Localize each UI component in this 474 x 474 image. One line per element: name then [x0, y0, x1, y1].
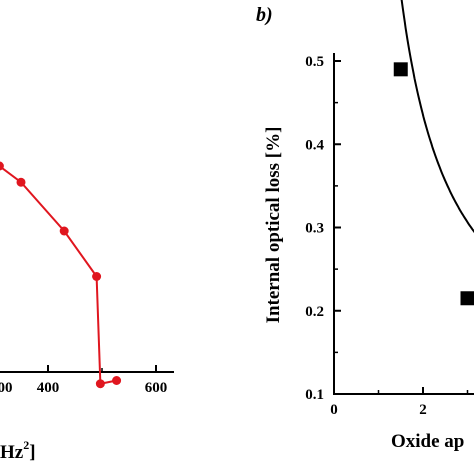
panel-b-x-tick-label: 0 — [330, 402, 338, 418]
panel-a-data-point — [16, 177, 26, 187]
panel-b-x-axis-label: Oxide ap — [391, 431, 464, 452]
panel-a-x-tick-label: 600 — [145, 380, 168, 396]
panel-b-y-tick-label: 0.5 — [305, 54, 324, 70]
panel-b-label: b) — [256, 4, 273, 26]
panel-a-x-tick-label: 400 — [37, 380, 60, 396]
panel-a-x-tick-label: 00 — [0, 380, 13, 396]
panel-a-data-point — [0, 161, 4, 171]
panel-a-data-point — [95, 379, 105, 389]
panel-a-data-point — [59, 226, 69, 236]
panel-a-data-point — [92, 272, 102, 281]
panel-b-data-point — [460, 291, 474, 306]
panel-b-y-tick-label: 0.4 — [305, 137, 324, 153]
panel-b-y-tick-label: 0.3 — [305, 221, 324, 237]
panel-b-data-point — [393, 62, 408, 77]
panel-b-y-axis-label: Internal optical loss [%] — [263, 127, 284, 324]
panel-a-x-axis-label: Hz2] — [0, 438, 36, 463]
panel-a-chart: 00 400 600 Hz2] — [0, 161, 174, 463]
panel-b-y-tick-label: 0.1 — [305, 387, 324, 403]
panel-b-y-tick-label: 0.2 — [305, 304, 324, 320]
panel-a-data-point — [112, 376, 122, 385]
panel-b-fit-curve — [400, 0, 474, 234]
panel-b-x-tick-label: 2 — [419, 402, 427, 418]
